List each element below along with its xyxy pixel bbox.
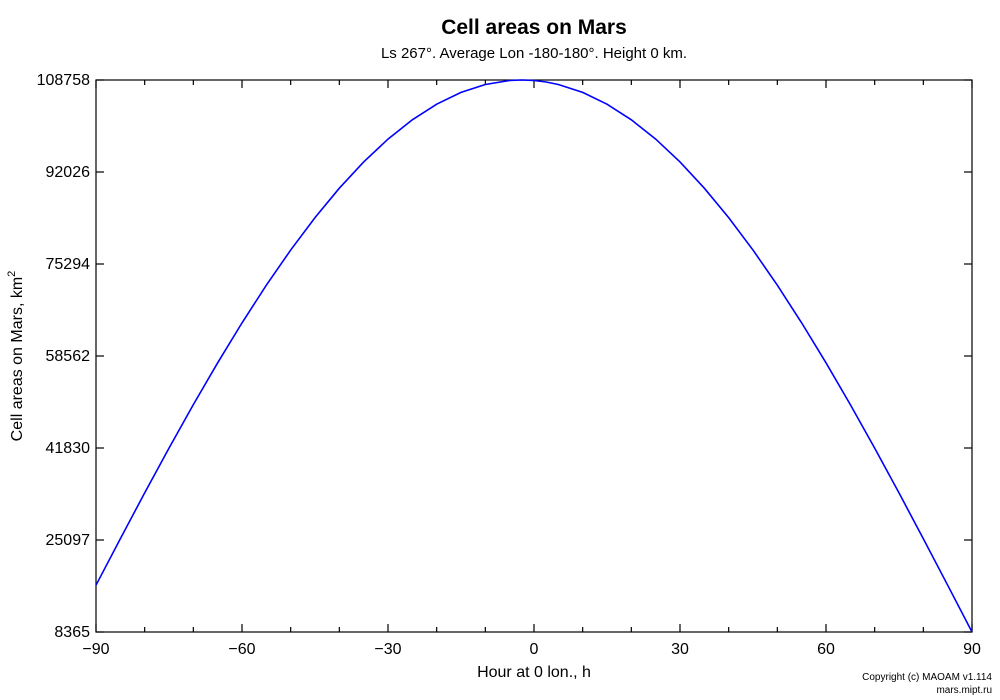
y-tick-label: 8365 — [54, 624, 90, 641]
y-tick-label: 58562 — [46, 348, 91, 365]
footer-copyright: Copyright (c) MAOAM v1.114 — [862, 672, 992, 683]
x-tick-label: 30 — [671, 641, 689, 658]
footer-url: mars.mipt.ru — [936, 685, 992, 696]
y-tick-label: 41830 — [46, 440, 91, 457]
x-tick-label: −90 — [82, 641, 109, 658]
chart-title: Cell areas on Mars — [441, 16, 627, 39]
x-ticks-bottom: −90 −60 −30 0 30 60 90 — [82, 624, 981, 658]
x-tick-label: −30 — [374, 641, 401, 658]
data-curve — [96, 80, 972, 632]
y-tick-label: 75294 — [46, 256, 91, 273]
x-axis-label: Hour at 0 lon., h — [477, 664, 591, 681]
y-ticks-left: 8365 25097 41830 58562 75294 92026 108758 — [37, 72, 104, 641]
y-tick-label: 108758 — [37, 72, 90, 89]
chart-subtitle: Ls 267°. Average Lon -180-180°. Height 0… — [381, 45, 687, 62]
x-tick-label: 60 — [817, 641, 835, 658]
x-tick-label: 0 — [530, 641, 539, 658]
x-tick-label: −60 — [228, 641, 255, 658]
y-tick-label: 25097 — [46, 532, 91, 549]
y-ticks-right — [964, 80, 972, 632]
plot-box — [96, 80, 972, 632]
y-axis-label: Cell areas on Mars, km2 — [6, 271, 26, 442]
cell-areas-chart: Cell areas on Mars Ls 267°. Average Lon … — [0, 0, 1000, 700]
x-tick-label: 90 — [963, 641, 981, 658]
y-tick-label: 92026 — [46, 164, 91, 181]
